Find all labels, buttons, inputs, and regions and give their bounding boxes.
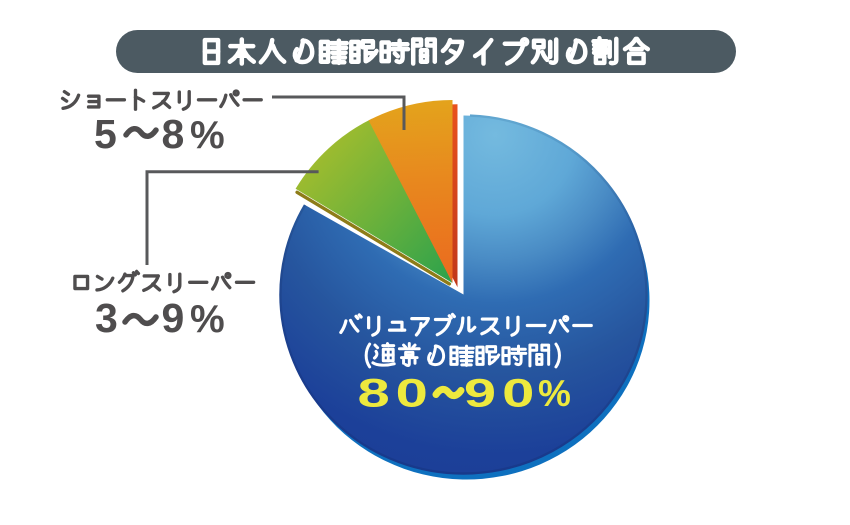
svg-text:9: 9 [162, 295, 185, 341]
svg-text:8: 8 [162, 111, 185, 157]
svg-text:0: 0 [396, 370, 428, 415]
svg-text:%: % [190, 114, 225, 157]
svg-text:9: 9 [464, 370, 496, 415]
svg-text:%: % [190, 298, 225, 341]
svg-text:8: 8 [358, 370, 390, 415]
svg-text:%: % [538, 373, 571, 414]
svg-text:5: 5 [94, 111, 117, 157]
svg-text:0: 0 [502, 370, 534, 415]
svg-text:3: 3 [95, 295, 118, 341]
